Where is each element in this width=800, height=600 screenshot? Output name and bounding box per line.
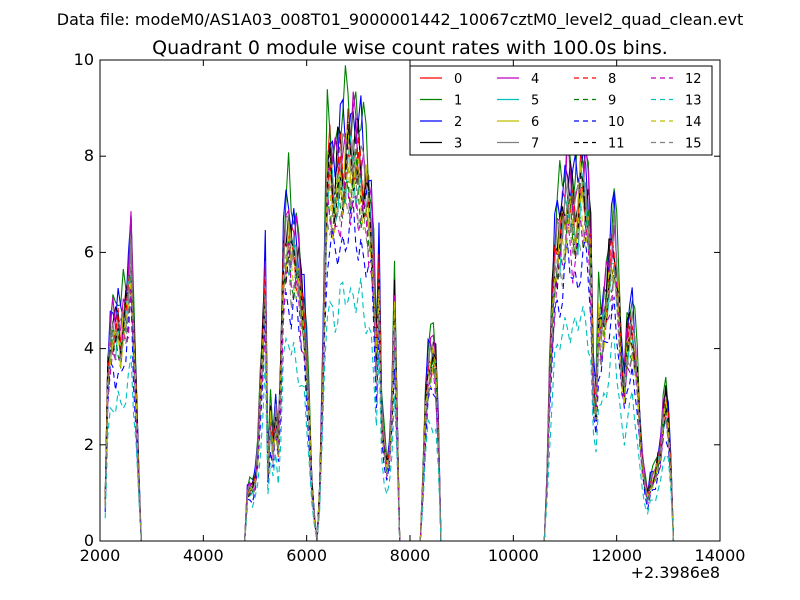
y-tick-label-0: 0 (84, 531, 94, 550)
x-axis-offset-label: +2.3986e8 (631, 563, 720, 582)
x-tick-label-8000: 8000 (390, 546, 431, 565)
legend-label-8: 8 (608, 72, 616, 87)
legend-label-3: 3 (454, 137, 462, 152)
x-tick-label-4000: 4000 (183, 546, 224, 565)
legend-box (409, 65, 713, 156)
x-tick-label-6000: 6000 (286, 546, 327, 565)
legend-label-1: 1 (454, 94, 462, 109)
legend-label-9: 9 (608, 94, 616, 109)
y-tick-label-6: 6 (84, 242, 94, 261)
legend-label-12: 12 (685, 72, 702, 87)
y-tick-label-10: 10 (74, 50, 94, 69)
chart-title: Quadrant 0 module wise count rates with … (152, 37, 668, 59)
legend-label-11: 11 (608, 137, 625, 152)
legend-label-2: 2 (454, 115, 462, 130)
legend-label-10: 10 (608, 115, 625, 130)
legend-label-13: 13 (685, 94, 702, 109)
y-tick-label-8: 8 (84, 146, 94, 165)
legend-label-15: 15 (685, 137, 702, 152)
legend-label-4: 4 (531, 72, 539, 87)
series-layer (104, 65, 675, 542)
legend-label-0: 0 (454, 72, 462, 87)
x-tick-label-10000: 10000 (488, 546, 539, 565)
series-line-4 (104, 91, 675, 542)
series-line-12 (104, 170, 675, 542)
chart-suptitle: Data file: modeM0/AS1A03_008T01_90000014… (57, 10, 743, 30)
series-line-15 (104, 155, 675, 542)
y-tick-label-2: 2 (84, 435, 94, 454)
series-line-13 (104, 277, 675, 542)
x-tick-label-14000: 14000 (695, 546, 746, 565)
legend-label-6: 6 (531, 115, 539, 130)
y-tick-label-4: 4 (84, 339, 94, 358)
legend-label-14: 14 (685, 115, 702, 130)
legend-label-7: 7 (531, 137, 539, 152)
x-tick-label-2000: 2000 (80, 546, 121, 565)
legend-label-5: 5 (531, 94, 539, 109)
x-tick-label-12000: 12000 (591, 546, 642, 565)
